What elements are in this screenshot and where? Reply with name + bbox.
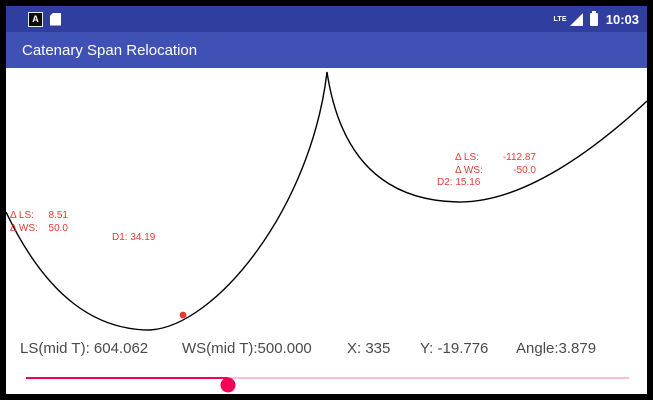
- slider-fill: [26, 377, 228, 379]
- catenary-canvas[interactable]: Δ LS: 8.51 Δ WS: 50.0 D1: 34.19 Δ LS: -1…: [6, 68, 647, 334]
- device-screen: A LTE 10:03 Catenary Span Relocation Δ L…: [6, 6, 647, 394]
- ws-mid-t-readout: WS(mid T):500.000: [182, 340, 312, 357]
- position-slider[interactable]: [26, 377, 629, 393]
- status-clock: 10:03: [605, 11, 639, 27]
- catenary-plot: Δ LS: 8.51 Δ WS: 50.0 D1: 34.19 Δ LS: -1…: [6, 71, 647, 331]
- status-bar: A LTE 10:03: [6, 6, 647, 32]
- page-title: Catenary Span Relocation: [22, 41, 198, 59]
- system-icons: LTE 10:03: [553, 10, 639, 27]
- catenary-curve: [6, 71, 647, 331]
- right-dws-label: Δ WS:: [455, 165, 483, 176]
- d1-annotation: D1: 34.19: [112, 232, 156, 243]
- right-dls-label: Δ LS:: [455, 152, 479, 163]
- slider-thumb[interactable]: [220, 377, 236, 393]
- angle-readout: Angle:3.879: [516, 340, 597, 357]
- signal-strength-icon: [569, 12, 583, 26]
- left-dws-label: Δ WS:: [10, 223, 38, 234]
- left-dls-value: 8.51: [49, 210, 69, 221]
- y-readout: Y: -19.776: [420, 340, 489, 357]
- ls-mid-t-readout: LS(mid T): 604.062: [20, 340, 149, 357]
- right-dws-value: -50.0: [513, 165, 536, 176]
- network-type-label: LTE: [553, 15, 567, 23]
- notification-area: A: [28, 11, 61, 27]
- left-dls-label: Δ LS:: [10, 210, 34, 221]
- d2-annotation: D2: 15.16: [437, 177, 481, 188]
- position-marker-dot: [179, 311, 187, 319]
- x-readout: X: 335: [347, 340, 391, 357]
- position-slider-row: [6, 364, 647, 394]
- left-dws-value: 50.0: [49, 223, 69, 234]
- app-notification-icon: A: [28, 11, 43, 27]
- battery-icon: [589, 10, 598, 26]
- app-bar: Catenary Span Relocation: [6, 32, 647, 68]
- readout-row: LS(mid T): 604.062 WS(mid T):500.000 X: …: [6, 334, 647, 364]
- right-dls-value: -112.87: [503, 152, 537, 163]
- sd-card-icon: [50, 12, 61, 26]
